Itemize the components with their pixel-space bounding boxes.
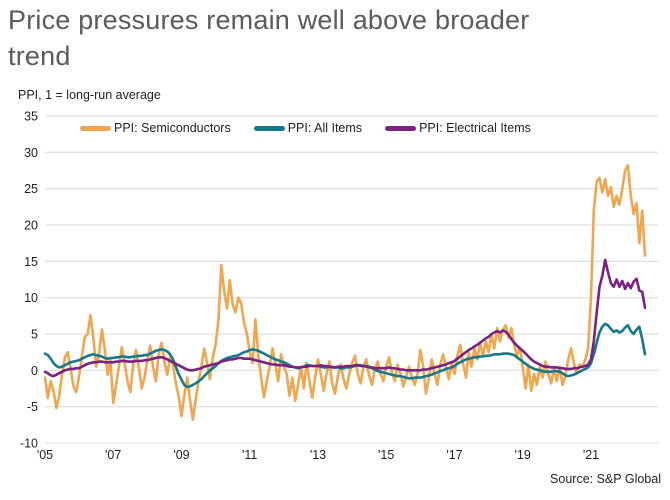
legend-label-all-items: PPI: All Items — [287, 121, 363, 135]
svg-text:'21: '21 — [583, 448, 599, 462]
svg-text:'07: '07 — [105, 448, 121, 462]
svg-text:30: 30 — [24, 146, 38, 160]
legend-item-semiconductors: PPI: Semiconductors — [80, 121, 231, 135]
all-items-line-swatch — [253, 125, 285, 131]
svg-text:-5: -5 — [27, 400, 38, 414]
svg-text:'05: '05 — [37, 448, 53, 462]
svg-text:25: 25 — [24, 182, 38, 196]
svg-text:10: 10 — [24, 291, 38, 305]
svg-text:0: 0 — [31, 364, 38, 378]
electrical-items-line-swatch — [385, 125, 417, 131]
semiconductors-line-swatch — [80, 125, 111, 131]
svg-text:'19: '19 — [515, 448, 531, 462]
svg-text:-10: -10 — [20, 437, 38, 451]
legend-item-electrical-items: PPI: Electrical Items — [385, 121, 531, 135]
legend-label-electrical-items: PPI: Electrical Items — [419, 121, 531, 135]
chart-title: Price pressures remain well above broade… — [8, 5, 530, 71]
svg-text:'13: '13 — [310, 448, 326, 462]
svg-text:'11: '11 — [242, 448, 257, 462]
legend-item-all-items: PPI: All Items — [253, 121, 363, 135]
legend-label-semiconductors: PPI: Semiconductors — [114, 121, 231, 135]
svg-text:15: 15 — [24, 255, 38, 269]
svg-text:'09: '09 — [173, 448, 189, 462]
source-attribution: Source: S&P Global — [550, 472, 661, 486]
svg-text:'17: '17 — [446, 448, 462, 462]
axis-unit-label: PPI, 1 = long-run average — [18, 88, 161, 102]
legend: PPI: Semiconductors PPI: All Items PPI: … — [80, 121, 531, 135]
svg-text:35: 35 — [24, 110, 38, 124]
svg-text:5: 5 — [31, 328, 38, 342]
svg-text:'15: '15 — [378, 448, 394, 462]
svg-text:20: 20 — [24, 219, 38, 233]
